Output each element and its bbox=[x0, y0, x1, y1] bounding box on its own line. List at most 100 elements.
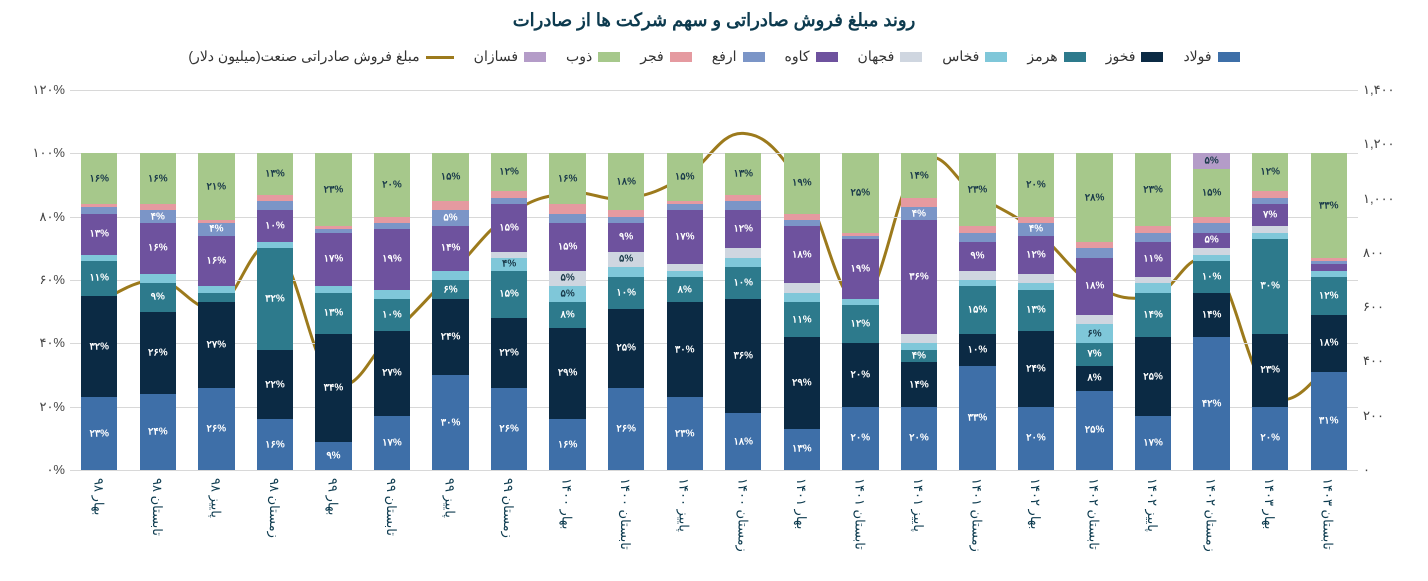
bar-segment bbox=[1076, 248, 1112, 258]
bar-segment bbox=[1018, 274, 1054, 284]
legend-item: کاوه bbox=[785, 48, 838, 65]
bar-segment: ۱۰% bbox=[725, 267, 761, 299]
bar-segment bbox=[784, 283, 820, 293]
bar-segment bbox=[725, 201, 761, 211]
legend-swatch bbox=[743, 52, 765, 62]
bar-segment: ۱۳% bbox=[1018, 290, 1054, 331]
bar-segment: ۳۶% bbox=[901, 220, 937, 334]
bar-segment bbox=[81, 204, 117, 207]
legend-swatch bbox=[524, 52, 546, 62]
bar-segment: ۱۷% bbox=[667, 210, 703, 264]
grid-line bbox=[70, 90, 1358, 91]
x-axis-label: بهار ۱۴۰۳ bbox=[1262, 478, 1277, 529]
bar-segment: ۵% bbox=[1193, 153, 1229, 169]
segment-label: ۱۴% bbox=[1135, 309, 1171, 320]
bar-segment bbox=[1311, 271, 1347, 277]
bar-segment bbox=[374, 217, 410, 223]
bar-segment bbox=[315, 226, 351, 229]
bar-segment: ۲۳% bbox=[959, 153, 995, 226]
bar-column: ۴۲%۱۴%۱۰%۵%۱۵%۵%زمستان ۱۴۰۲ bbox=[1193, 153, 1229, 470]
bar-segment bbox=[901, 198, 937, 208]
bar-segment: ۲۷% bbox=[198, 302, 234, 388]
segment-label: ۲۴% bbox=[1018, 363, 1054, 374]
bar-segment: ۱۵% bbox=[959, 286, 995, 334]
legend-swatch bbox=[1064, 52, 1086, 62]
bar-column: ۲۶%۲۵%۱۰%۵%۹%۱۸%تابستان ۱۴۰۰ bbox=[608, 153, 644, 470]
bar-column: ۲۰%۲۰%۱۲%۱۹%۲۵%تابستان ۱۴۰۱ bbox=[842, 153, 878, 470]
segment-label: ۲۷% bbox=[374, 368, 410, 379]
segment-label: ۱۶% bbox=[140, 173, 176, 184]
segment-label: ۳۲% bbox=[81, 341, 117, 352]
segment-label: ۱۸% bbox=[725, 436, 761, 447]
bar-segment: ۲۳% bbox=[667, 397, 703, 470]
bar-segment bbox=[1076, 315, 1112, 325]
bar-segment: ۹% bbox=[315, 442, 351, 471]
bar-column: ۱۶%۲۹%۸%۵%۵%۱۵%۱۶%بهار ۱۴۰۰ bbox=[549, 153, 585, 470]
segment-label: ۵% bbox=[549, 289, 585, 300]
segment-label: ۱۲% bbox=[1311, 290, 1347, 301]
segment-label: ۲۰% bbox=[1252, 433, 1288, 444]
bar-segment: ۱۶% bbox=[81, 153, 117, 204]
bar-segment: ۱۴% bbox=[1193, 293, 1229, 337]
bar-segment bbox=[608, 210, 644, 216]
plot-area: ۰%۲۰%۴۰%۶۰%۸۰%۱۰۰%۱۲۰%۰۲۰۰۴۰۰۶۰۰۸۰۰۱,۰۰۰… bbox=[70, 90, 1358, 470]
segment-label: ۱۲% bbox=[491, 167, 527, 178]
bar-segment: ۱۳% bbox=[257, 153, 293, 194]
legend-item: فجهان bbox=[858, 48, 923, 65]
bar-column: ۲۴%۲۶%۹%۱۶%۴%۱۶%تابستان ۹۸ bbox=[140, 153, 176, 470]
bar-segment bbox=[959, 226, 995, 232]
segment-label: ۱۰% bbox=[608, 287, 644, 298]
segment-label: ۸% bbox=[1076, 373, 1112, 384]
segment-label: ۱۱% bbox=[1135, 254, 1171, 265]
x-axis-label: بهار ۹۸ bbox=[91, 478, 106, 515]
segment-label: ۱۶% bbox=[257, 439, 293, 450]
y-left-tick: ۶۰% bbox=[20, 272, 65, 288]
segment-label: ۷% bbox=[1252, 210, 1288, 221]
x-axis-label: زمستان ۹۸ bbox=[267, 478, 282, 538]
bar-segment bbox=[959, 280, 995, 286]
bar-segment: ۸% bbox=[549, 302, 585, 327]
bar-segment: ۵% bbox=[608, 252, 644, 268]
bar-segment: ۱۷% bbox=[374, 416, 410, 470]
legend-item: ذوب bbox=[566, 48, 620, 65]
segment-label: ۲۴% bbox=[140, 427, 176, 438]
bar-segment: ۵% bbox=[549, 271, 585, 287]
segment-label: ۲۳% bbox=[1252, 365, 1288, 376]
segment-label: ۲۱% bbox=[198, 181, 234, 192]
segment-label: ۲۳% bbox=[1135, 184, 1171, 195]
legend-item: ارفع bbox=[712, 48, 765, 65]
segment-label: ۳۶% bbox=[901, 271, 937, 282]
bar-segment: ۱۵% bbox=[432, 153, 468, 201]
segment-label: ۴% bbox=[140, 211, 176, 222]
segment-label: ۱۴% bbox=[901, 170, 937, 181]
bar-segment: ۸% bbox=[1076, 366, 1112, 391]
segment-label: ۸% bbox=[667, 284, 703, 295]
bar-segment: ۱۲% bbox=[491, 153, 527, 191]
bar-segment: ۱۰% bbox=[257, 210, 293, 242]
bar-segment: ۲۳% bbox=[315, 153, 351, 226]
x-axis-label: پاییز ۹۸ bbox=[208, 478, 223, 518]
segment-label: ۲۵% bbox=[1076, 425, 1112, 436]
x-axis-label: پاییز ۱۴۰۱ bbox=[911, 478, 926, 532]
segment-label: ۶% bbox=[432, 284, 468, 295]
bar-segment bbox=[81, 207, 117, 213]
segment-label: ۱۸% bbox=[784, 249, 820, 260]
segment-label: ۴% bbox=[198, 224, 234, 235]
segment-label: ۱۲% bbox=[1018, 249, 1054, 260]
segment-label: ۸% bbox=[549, 309, 585, 320]
legend-line-swatch bbox=[426, 56, 454, 59]
bar-column: ۲۳%۳۰%۸%۱۷%۱۵%پاییز ۱۴۰۰ bbox=[667, 153, 703, 470]
segment-label: ۴۲% bbox=[1193, 398, 1229, 409]
segment-label: ۱۲% bbox=[842, 319, 878, 330]
bar-segment: ۳۳% bbox=[959, 366, 995, 471]
bar-segment bbox=[608, 267, 644, 277]
bar-segment: ۱۱% bbox=[1135, 242, 1171, 277]
bar-segment: ۳۴% bbox=[315, 334, 351, 442]
segment-label: ۱۷% bbox=[374, 438, 410, 449]
bar-segment: ۴% bbox=[198, 223, 234, 236]
bar-segment: ۸% bbox=[667, 277, 703, 302]
legend-item: فخوز bbox=[1106, 48, 1164, 65]
segment-label: ۱۵% bbox=[432, 172, 468, 183]
bar-segment bbox=[1193, 223, 1229, 233]
segment-label: ۴% bbox=[1018, 224, 1054, 235]
